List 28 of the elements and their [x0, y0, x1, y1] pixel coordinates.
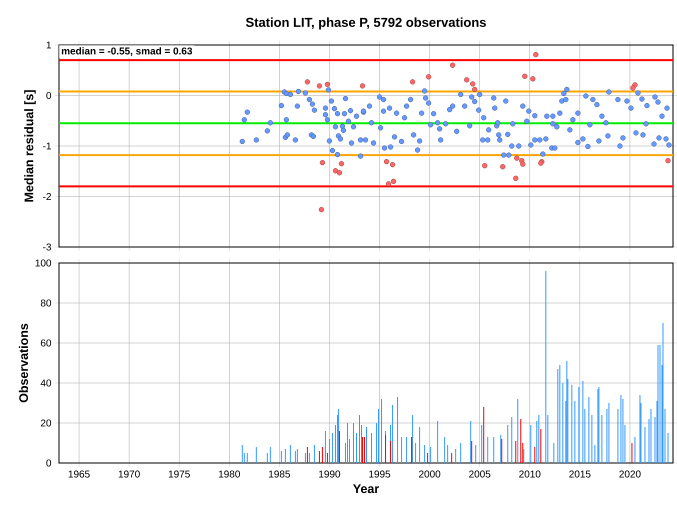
- y-tick-label: 40: [40, 379, 52, 387]
- y-tick-label: 60: [40, 339, 52, 347]
- x-tick-label: 1975: [168, 470, 190, 478]
- x-tick-label: 2020: [619, 470, 641, 478]
- x-tick-label: 2015: [569, 470, 591, 478]
- x-tick-label: 2010: [519, 470, 540, 478]
- x-tick-label: 1970: [118, 470, 140, 478]
- annotation: median = -0.55, smad = 0.63: [62, 47, 192, 56]
- y-tick-label: -3: [43, 243, 52, 251]
- y-axis-title: Median residual [s]: [24, 90, 36, 202]
- x-tick-label: 1995: [369, 470, 390, 478]
- x-axis-title: Year: [353, 484, 379, 494]
- y-tick-label: -2: [43, 193, 51, 200]
- x-tick-label: 1980: [218, 470, 240, 478]
- y-tick-label: 0: [46, 459, 52, 467]
- x-tick-label: 1990: [319, 470, 340, 478]
- x-tick-label: 1985: [269, 470, 290, 478]
- chart-title: Station LIT, phase P, 5792 observations: [246, 17, 486, 30]
- y-tick-label: 1: [46, 42, 52, 48]
- y-tick-label: -1: [43, 142, 52, 150]
- y-tick-label: 100: [36, 259, 52, 267]
- y-axis-title: Observations: [18, 324, 28, 402]
- x-tick-label: 2000: [419, 470, 440, 478]
- x-tick-label: 2005: [469, 470, 490, 478]
- y-tick-label: 0: [46, 92, 52, 100]
- y-tick-label: 20: [40, 419, 52, 427]
- y-tick-label: 80: [40, 299, 52, 307]
- x-tick-label: 1965: [68, 470, 90, 478]
